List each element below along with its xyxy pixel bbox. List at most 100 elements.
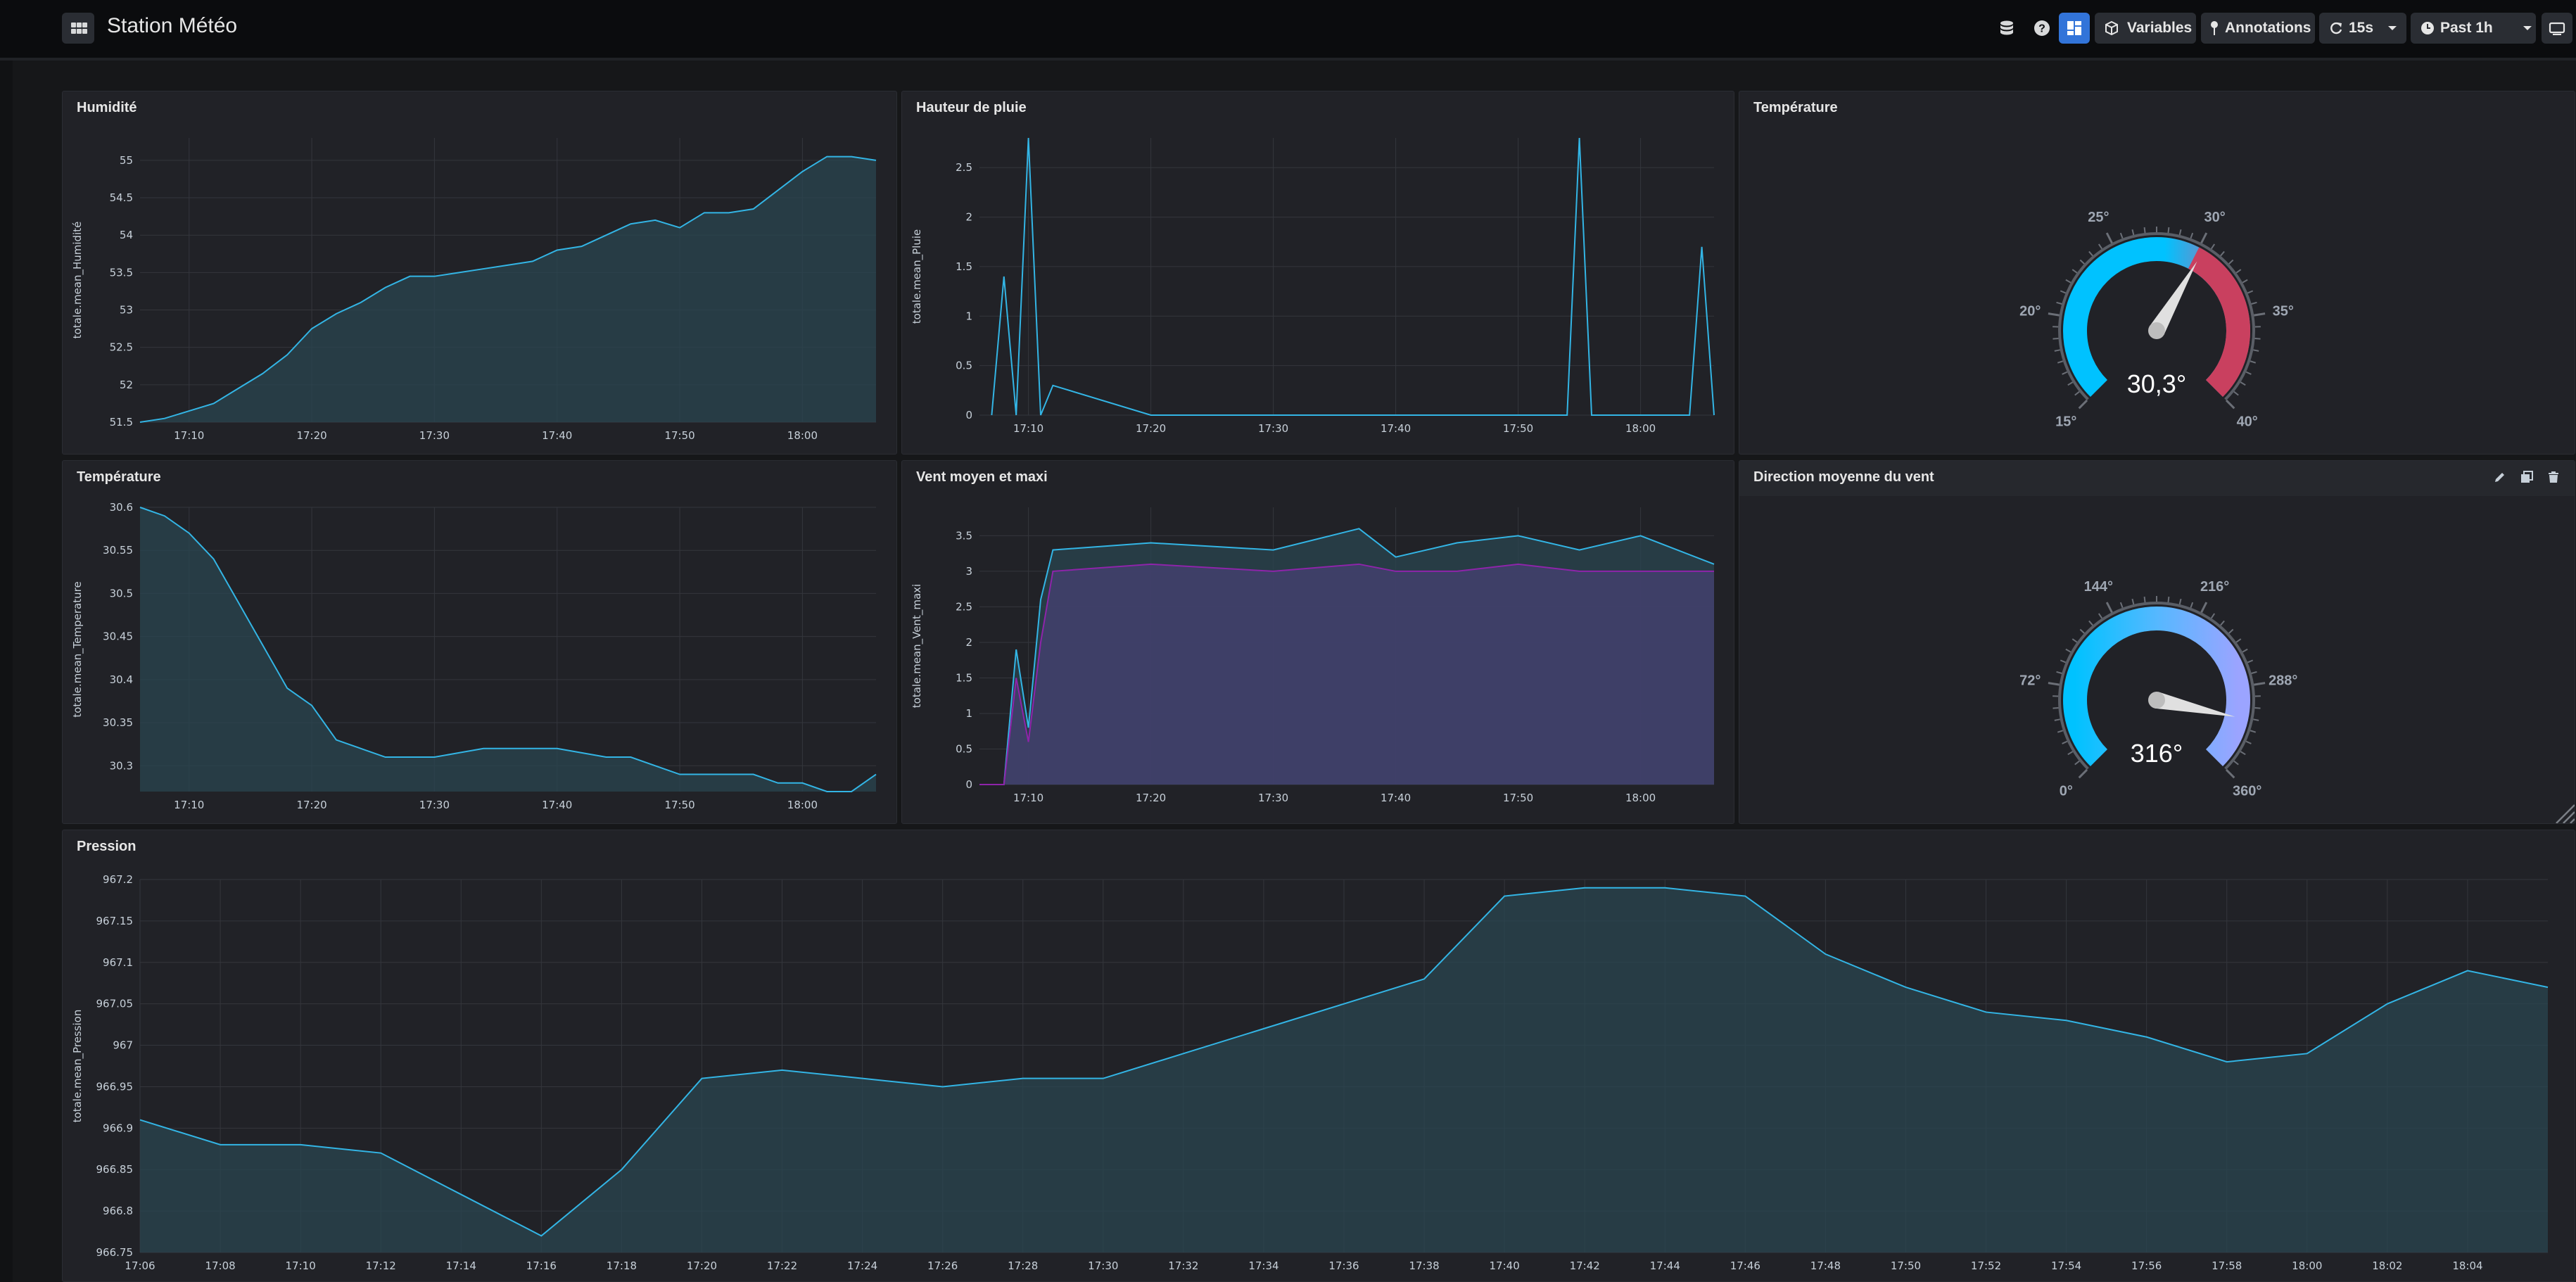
help-icon: ? xyxy=(2034,20,2050,36)
x-tick-label: 17:30 xyxy=(419,799,450,811)
gauge-tick xyxy=(2131,229,2135,236)
edit-panel-button[interactable] xyxy=(2494,471,2511,488)
panel-title[interactable]: Vent moyen et maxi xyxy=(916,469,1048,485)
gauge-tick xyxy=(2245,371,2252,375)
x-tick-label: 17:20 xyxy=(1136,792,1166,804)
gauge-tick xyxy=(2056,671,2062,674)
gauge-tick xyxy=(2057,360,2064,364)
gauge-tick xyxy=(2098,613,2103,619)
x-tick-label: 17:22 xyxy=(767,1259,797,1272)
x-tick-label: 17:50 xyxy=(1503,422,1533,435)
dashboard-title[interactable]: Station Météo xyxy=(107,14,238,37)
x-tick-label: 18:00 xyxy=(787,799,818,811)
gauge-tick xyxy=(2247,290,2254,294)
panel-title[interactable]: Pression xyxy=(77,839,137,854)
side-strip xyxy=(0,61,13,1282)
gauge-scale-label: 40° xyxy=(2237,414,2258,430)
x-tick-label: 17:10 xyxy=(1013,792,1043,804)
wind-direction-panel[interactable]: Direction moyenne du vent 0° 72° 144° 216° 2… xyxy=(1739,460,2575,824)
gauge-tick xyxy=(2057,730,2064,733)
gauge-tick xyxy=(2200,602,2208,613)
y-tick-label: 30.45 xyxy=(103,630,133,643)
panel-title[interactable]: Température xyxy=(1753,100,1838,115)
duplicate-panel-button[interactable] xyxy=(2520,471,2537,488)
y-tick-label: 1.5 xyxy=(956,671,972,684)
series-line[interactable] xyxy=(139,156,877,423)
x-tick-label: 17:20 xyxy=(687,1259,717,1272)
gauge-scale-label: 72° xyxy=(2019,673,2041,689)
resize-handle-icon[interactable] xyxy=(2548,797,2575,824)
gauge-tick xyxy=(2067,751,2074,756)
panel-layout-button[interactable] xyxy=(2059,13,2090,44)
grid-icon xyxy=(71,23,76,27)
gauge-outer-ring xyxy=(2058,602,2255,770)
x-tick-label: 17:52 xyxy=(1971,1259,2001,1272)
y-tick-label: 54.5 xyxy=(110,191,133,204)
x-tick-label: 17:20 xyxy=(1136,422,1166,435)
y-tick-label: 53.5 xyxy=(110,266,133,279)
refresh-button[interactable]: 15s xyxy=(2319,13,2406,44)
gauge-tick xyxy=(2220,620,2225,626)
gauge-tick xyxy=(2105,232,2113,243)
gauge-tick xyxy=(2251,671,2257,674)
temperature-chart[interactable]: 30.6 30.55 30.5 30.45 30.4 30.35 30.3 17:10 17:2… xyxy=(63,461,897,824)
annotations-label: Annotations xyxy=(2225,20,2311,36)
datasource-button[interactable] xyxy=(1993,13,2021,44)
x-tick-label: 17:16 xyxy=(526,1259,557,1272)
gauge-needle-hub xyxy=(2148,692,2165,709)
gauge-scale-label: 360° xyxy=(2233,784,2261,799)
humidity-chart[interactable]: 55 54.5 54 53.5 53 52.5 52 51.5 17:10 17:20 17:30 1… xyxy=(63,91,897,455)
wind-panel[interactable]: Vent moyen et maxi 3.5 3 2.5 2 1.5 1 0.5 0 17:10… xyxy=(901,460,1734,824)
panel-title[interactable]: Direction moyenne du vent xyxy=(1753,469,1934,485)
gauge-tick xyxy=(2253,349,2259,352)
y-tick-label: 30.3 xyxy=(110,759,133,772)
wind-chart[interactable]: 3.5 3 2.5 2 1.5 1 0.5 0 17:10 17:20 17:30 17:40 17:5… xyxy=(902,461,1734,824)
y-tick-label: 2.5 xyxy=(956,161,972,174)
kiosk-mode-button[interactable] xyxy=(2542,13,2572,44)
pressure-panel[interactable]: Pression 967.2 967.15 967.1 967.05 967 966.95… xyxy=(62,830,2575,1282)
y-tick-label: 2 xyxy=(965,211,972,224)
variables-button[interactable]: Variables xyxy=(2095,13,2196,44)
gauge-tick xyxy=(2228,628,2234,634)
temperature-panel[interactable]: Température 30.6 30.55 30.5 30.45 30.4 30.35 3… xyxy=(62,460,897,824)
y-tick-label: 54 xyxy=(120,229,133,241)
clock-icon xyxy=(2421,22,2434,34)
rain-chart[interactable]: 2.5 2 1.5 1 0.5 0 17:10 17:20 17:30 17:40 17:50 18:… xyxy=(902,91,1734,455)
gauge-tick xyxy=(2052,337,2059,340)
series-line[interactable] xyxy=(979,528,1715,785)
humidity-panel[interactable]: Humidité 55 54.5 54 53.5 53 52.5 52 51.5 17:10 17… xyxy=(62,91,897,455)
panel-title[interactable]: Hauteur de pluie xyxy=(916,100,1027,115)
x-tick-label: 18:04 xyxy=(2452,1259,2482,1272)
grid-icon-cell xyxy=(71,29,76,34)
gauge-value: 30,3° xyxy=(2127,369,2186,398)
gauge-tick xyxy=(2067,381,2074,386)
gauge-tick xyxy=(2210,243,2216,250)
series-area xyxy=(140,887,2548,1252)
x-tick-label: 17:10 xyxy=(286,1259,316,1272)
help-button[interactable]: ? xyxy=(2028,13,2056,44)
series-line[interactable] xyxy=(991,137,1715,416)
gauge-tick xyxy=(2200,232,2208,243)
series-line[interactable] xyxy=(139,887,2549,1237)
time-range-button[interactable]: Past 1h xyxy=(2411,13,2536,44)
x-tick-label: 17:18 xyxy=(607,1259,637,1272)
delete-panel-button[interactable] xyxy=(2547,471,2564,488)
dashboard-menu-button[interactable] xyxy=(62,13,94,44)
gauge-tick xyxy=(2254,312,2266,317)
gauge-tick xyxy=(2078,768,2088,779)
series-line[interactable] xyxy=(139,507,877,792)
annotations-button[interactable]: Annotations xyxy=(2201,13,2315,44)
y-tick-label: 3.5 xyxy=(956,529,972,542)
panel-title[interactable]: Température xyxy=(77,469,161,485)
gauge-threshold-band xyxy=(2188,247,2250,398)
temperature-gauge-panel[interactable]: Température 15° 20° 25° 30° 35° 40° 30,3° xyxy=(1739,91,2575,455)
gauge-tick xyxy=(2251,301,2257,305)
rain-panel[interactable]: Hauteur de pluie 2.5 2 1.5 1 0.5 0 17:10 17:20 1… xyxy=(901,91,1734,455)
series-line[interactable] xyxy=(979,563,1714,785)
panel-title[interactable]: Humidité xyxy=(77,100,137,115)
database-icon xyxy=(2000,20,2013,35)
y-tick-label: 30.5 xyxy=(110,587,133,599)
y-tick-label: 30.4 xyxy=(110,673,133,686)
gauge-tick xyxy=(2225,768,2235,779)
pressure-chart[interactable]: 967.2 967.15 967.1 967.05 967 966.95 966.9 966.… xyxy=(63,830,2575,1282)
